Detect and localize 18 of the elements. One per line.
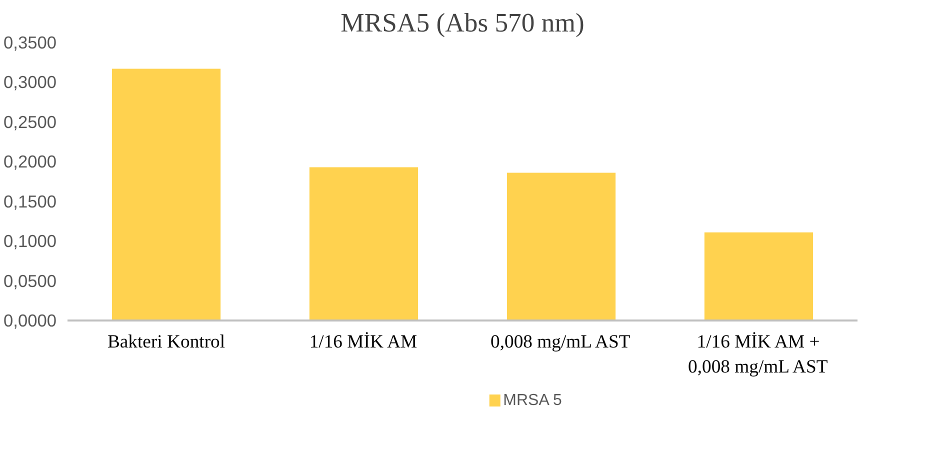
bar: [309, 167, 418, 320]
x-tick-label: 1/16 MİK AM: [309, 332, 418, 352]
y-tick-label: 0,3000: [4, 72, 56, 92]
x-tick-label: 1/16 MİK AM + 0,008 mg/mL AST: [688, 332, 828, 378]
y-tick-label: 0,0500: [4, 270, 56, 291]
x-tick-label: 0,008 mg/mL AST: [490, 332, 631, 352]
y-tick-label: 0,1000: [4, 231, 56, 252]
bar: [704, 232, 814, 320]
y-tick-label: 0,3500: [4, 32, 56, 52]
y-tick-label: 0,0000: [4, 310, 56, 330]
y-tick-label: 0,1500: [4, 191, 56, 212]
y-tick-label: 0,2000: [4, 152, 56, 172]
legend-label: MRSA 5: [503, 392, 562, 409]
bar: [506, 172, 616, 320]
bar: [112, 68, 221, 320]
y-tick-label: 0,2500: [4, 112, 56, 132]
chart-title: MRSA5 (Abs 570 nm): [340, 8, 584, 38]
x-tick-label: Bakteri Kontrol: [107, 332, 226, 352]
